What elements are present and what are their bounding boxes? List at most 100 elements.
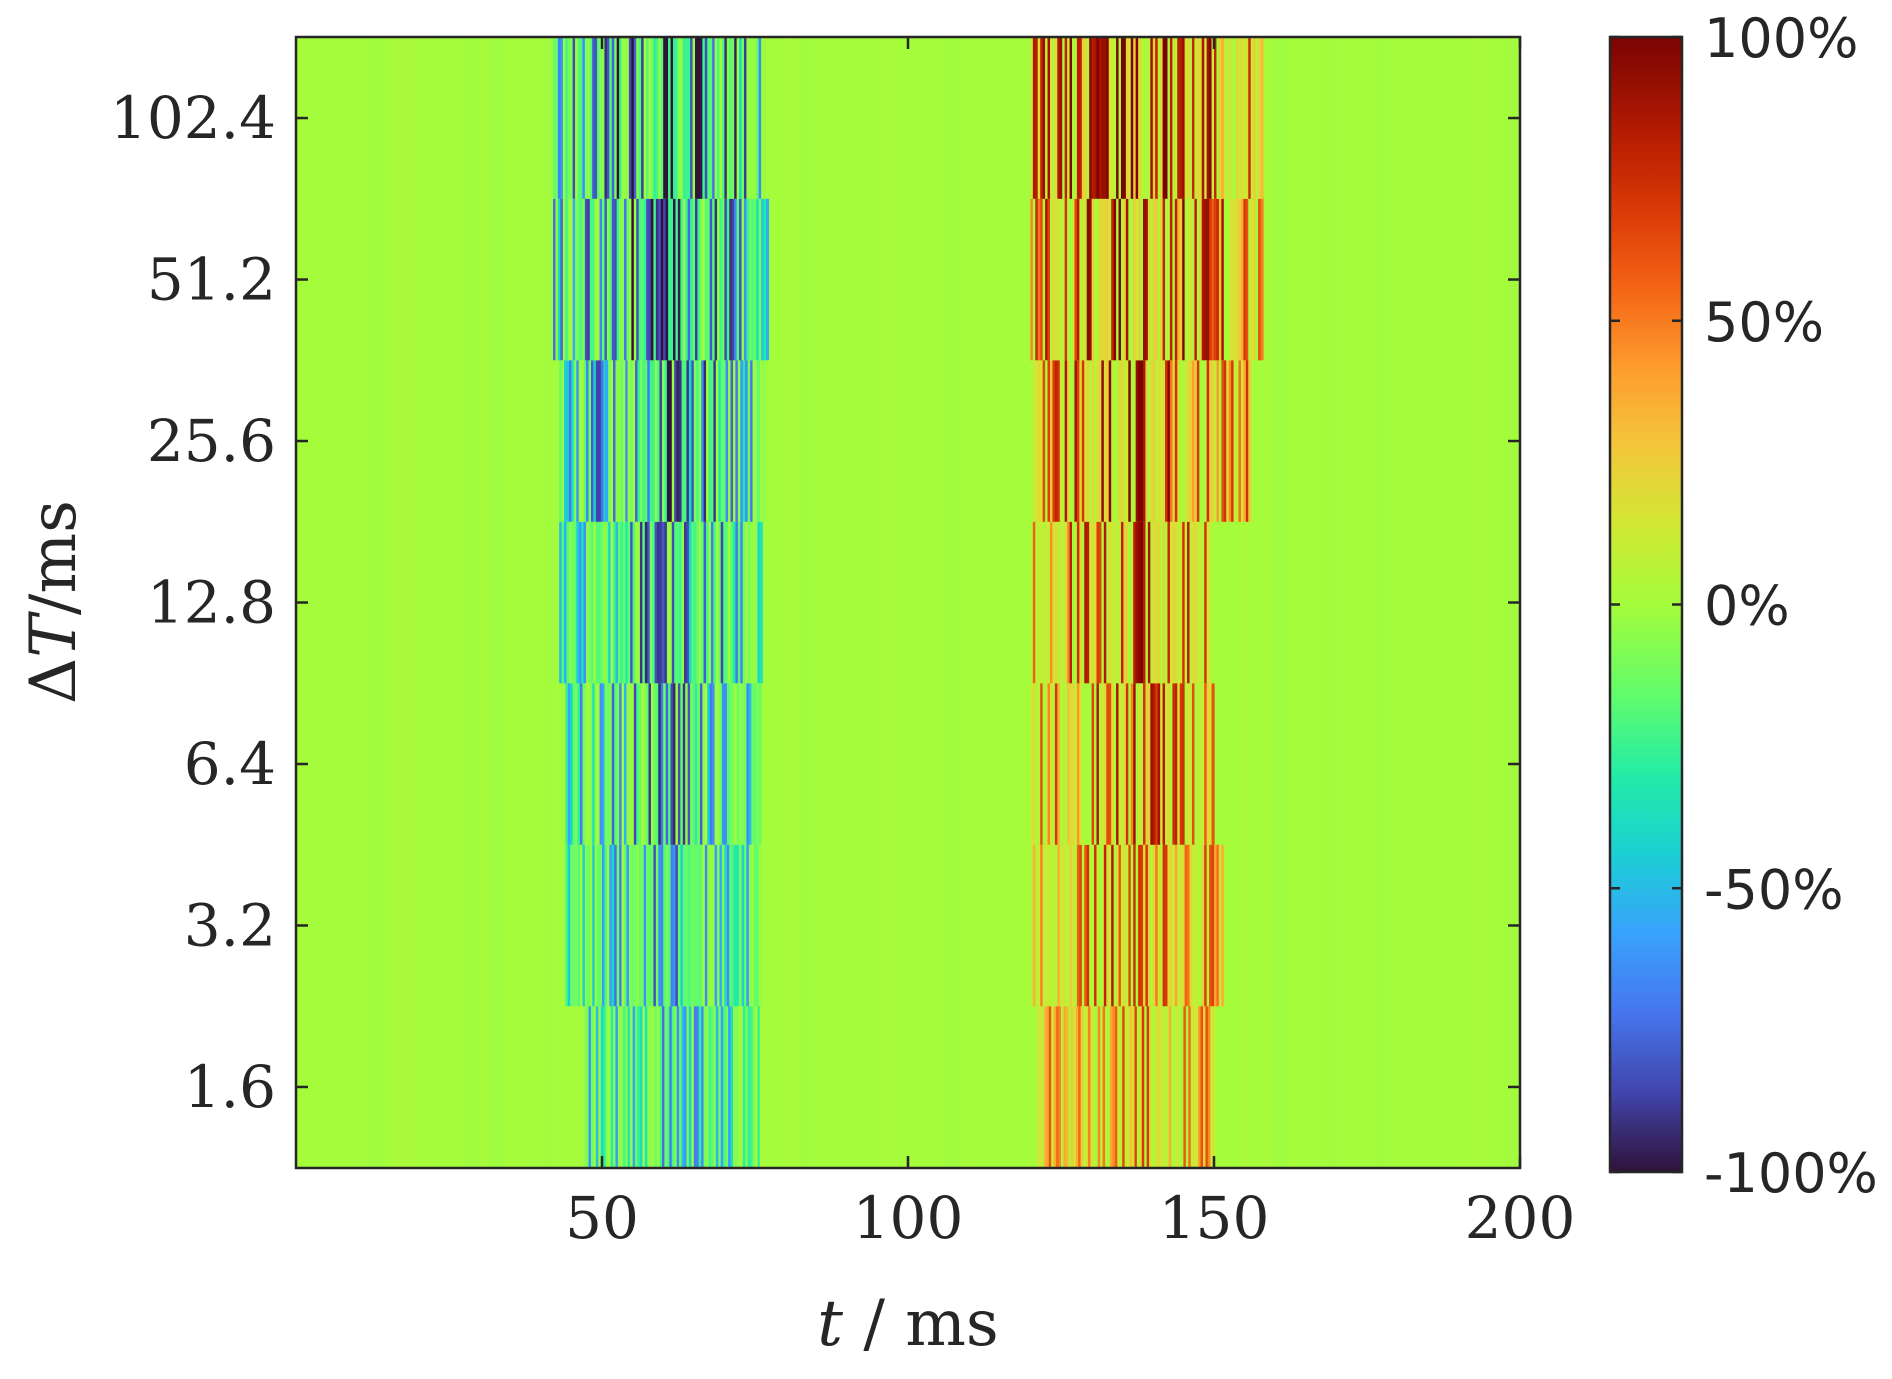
heatmap-cell-positive xyxy=(1059,521,1063,684)
heatmap-cell-positive xyxy=(1080,1006,1084,1168)
heatmap-cell-negative xyxy=(734,198,738,361)
heatmap-cell-negative xyxy=(759,1006,763,1168)
heatmap-cell-negative xyxy=(663,844,667,1007)
heatmap-cell-negative xyxy=(604,844,608,1007)
heatmap-cell-positive xyxy=(1094,521,1098,684)
heatmap-cell-positive xyxy=(1204,844,1208,1007)
heatmap-cell-positive xyxy=(1111,37,1115,199)
heatmap-cell-negative xyxy=(587,844,591,1007)
heatmap-cell-negative xyxy=(747,360,751,522)
heatmap-cell-negative xyxy=(647,521,651,684)
heatmap-cell-positive xyxy=(1143,521,1147,684)
heatmap-cell-negative xyxy=(655,844,659,1007)
heatmap-cell-negative xyxy=(564,521,568,684)
heatmap-cell-negative xyxy=(743,844,748,1007)
heatmap-cell-negative xyxy=(614,198,618,361)
heatmap-cell-negative xyxy=(726,683,730,845)
heatmap-cell-positive xyxy=(1067,37,1071,199)
heatmap-cell-positive xyxy=(1199,360,1203,522)
heatmap-cell-positive xyxy=(1111,844,1115,1007)
heatmap-cell-positive xyxy=(1113,37,1117,199)
heatmap-cell-negative xyxy=(587,198,591,361)
heatmap-cell-negative xyxy=(582,844,586,1007)
heatmap-cell-positive xyxy=(1160,360,1164,522)
heatmap-cell-negative xyxy=(723,360,727,522)
heatmap-cell-background xyxy=(1262,37,1276,1168)
heatmap-cell-negative xyxy=(691,521,695,684)
heatmap-cell-positive xyxy=(1084,360,1088,522)
heatmap-cell-positive xyxy=(1143,37,1147,199)
heatmap-cell-positive xyxy=(1049,683,1054,845)
heatmap-cell-negative xyxy=(604,198,608,361)
heatmap-cell-positive xyxy=(1140,198,1144,361)
heatmap-cell-positive xyxy=(1067,683,1071,845)
heatmap-cell-positive xyxy=(1091,844,1095,1007)
heatmap-cell-positive xyxy=(1190,1006,1194,1168)
heatmap-cell-background xyxy=(516,37,529,1168)
heatmap-cell-positive xyxy=(1204,198,1208,361)
heatmap-cell-negative xyxy=(579,683,584,845)
heatmap-cell-positive xyxy=(1172,521,1176,684)
heatmap-cell-negative xyxy=(709,198,713,361)
heatmap-cell-positive xyxy=(1123,683,1127,845)
heatmap-cell-negative xyxy=(579,37,584,199)
heatmap-cell-positive xyxy=(1155,844,1159,1007)
heatmap-cell-negative xyxy=(712,198,716,361)
heatmap-cell-negative xyxy=(572,683,576,845)
heatmap-cell-negative xyxy=(735,360,739,522)
heatmap-cell-negative xyxy=(584,683,588,845)
heatmap-cell-negative xyxy=(704,683,708,845)
heatmap-cell-positive xyxy=(1030,683,1034,845)
heatmap-cell-positive xyxy=(1172,198,1176,361)
heatmap-cell-positive xyxy=(1194,521,1198,684)
heatmap-cell-positive xyxy=(1079,844,1083,1007)
heatmap-cell-negative xyxy=(670,198,674,361)
heatmap-cell-positive xyxy=(1057,521,1061,684)
heatmap-cell-negative xyxy=(659,360,663,522)
heatmap-cell-negative xyxy=(715,521,719,684)
heatmap-cell-negative xyxy=(724,844,728,1007)
heatmap-cell-positive xyxy=(1059,844,1063,1007)
heatmap-cell-positive xyxy=(1098,360,1102,522)
heatmap-cell-negative xyxy=(586,521,590,684)
heatmap-cell-negative xyxy=(708,1006,712,1168)
heatmap-cell-negative xyxy=(611,198,615,361)
heatmap-cell-negative xyxy=(661,360,666,522)
heatmap-cell-positive xyxy=(1133,360,1137,522)
heatmap-cell-positive xyxy=(1081,360,1085,522)
heatmap-cell-negative xyxy=(589,37,593,199)
heatmap-cell-positive xyxy=(1119,1006,1123,1168)
heatmap-cell-positive xyxy=(1209,198,1213,361)
heatmap-cell-negative xyxy=(630,521,634,684)
heatmap-cell-negative xyxy=(598,360,602,522)
heatmap-cell-negative xyxy=(712,37,716,199)
heatmap-cell-negative xyxy=(641,844,645,1007)
heatmap-cell-negative xyxy=(699,683,703,845)
heatmap-cell-background xyxy=(944,37,957,1168)
heatmap-cell-positive xyxy=(1206,198,1210,361)
heatmap-cell-background xyxy=(785,37,798,1168)
heatmap-cell-negative xyxy=(665,37,669,199)
heatmap-cell-positive xyxy=(1218,844,1222,1007)
heatmap-cell-positive xyxy=(1194,683,1198,845)
heatmap-cell-negative xyxy=(715,1006,719,1168)
heatmap-cell-negative xyxy=(748,37,752,199)
heatmap-cell-positive xyxy=(1147,683,1151,845)
heatmap-cell-positive xyxy=(1135,521,1139,684)
heatmap-cell-negative xyxy=(681,1006,685,1168)
heatmap-cell-negative xyxy=(671,521,675,684)
heatmap-cell-positive xyxy=(1183,1006,1187,1168)
heatmap-cell-positive xyxy=(1062,521,1066,684)
heatmap-cell-positive xyxy=(1091,360,1095,522)
heatmap-cell-positive xyxy=(1074,683,1078,845)
heatmap-cell-negative xyxy=(699,37,703,199)
heatmap-cell-negative xyxy=(707,683,711,845)
heatmap-cell-positive xyxy=(1096,683,1100,845)
heatmap-cell-positive xyxy=(1042,360,1046,522)
heatmap-cell-positive xyxy=(1233,37,1237,199)
heatmap-cell-positive xyxy=(1061,1006,1065,1168)
heatmap-cell-positive xyxy=(1054,844,1058,1007)
heatmap-cell-positive xyxy=(1185,1006,1189,1168)
heatmap-cell-negative xyxy=(653,37,657,199)
heatmap-cell-negative xyxy=(604,683,608,845)
